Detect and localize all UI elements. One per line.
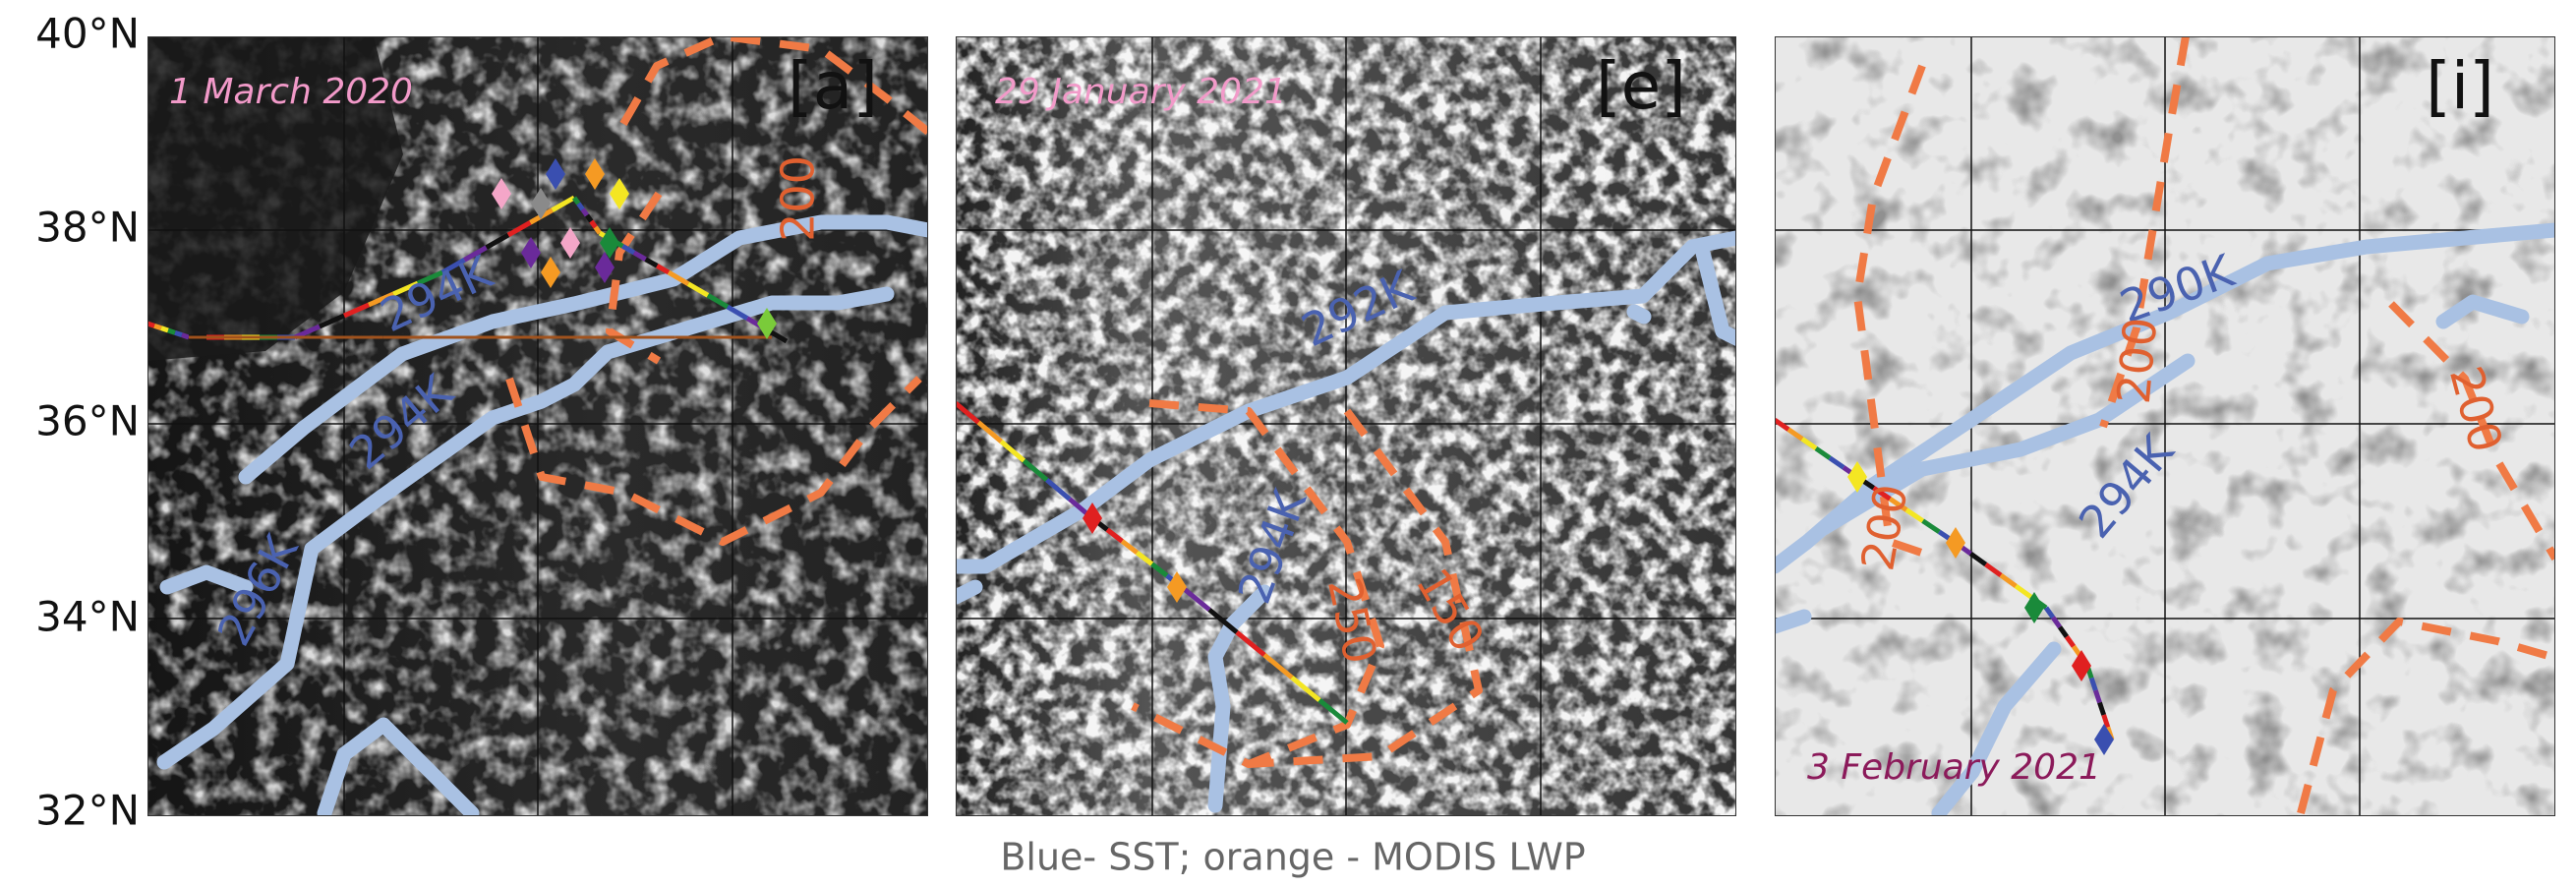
lat-label: 40°N xyxy=(35,10,140,58)
trajectory-segment xyxy=(175,332,182,334)
trajectory-segment xyxy=(168,330,175,332)
sst-contour xyxy=(1775,617,1804,626)
trajectory-segment xyxy=(583,209,587,215)
lat-label: 36°N xyxy=(35,397,140,445)
panel-date: 29 January 2021 xyxy=(995,72,1287,112)
panel-date: 3 February 2021 xyxy=(1807,747,2101,788)
trajectory-segment xyxy=(182,335,189,337)
trajectory-segment xyxy=(154,325,161,327)
trajectory-segment xyxy=(578,204,582,209)
panel-label: [a] xyxy=(788,48,878,124)
trajectory-segment xyxy=(596,227,600,233)
trajectory-segment xyxy=(587,215,591,221)
caption: Blue- SST; orange - MODIS LWP xyxy=(1000,836,1585,879)
figure: 40°N38°N36°N34°N32°N 200294K294K296K[a]1… xyxy=(0,0,2576,883)
sst-contour xyxy=(956,587,975,597)
trajectory-segment xyxy=(147,324,154,325)
trajectory-segment xyxy=(591,221,595,227)
lat-label: 34°N xyxy=(35,593,140,641)
panel-label: [e] xyxy=(1596,48,1686,124)
contour-label: 200 xyxy=(772,155,825,242)
lat-label: 38°N xyxy=(35,204,140,252)
contour-label: 200 xyxy=(2107,316,2167,406)
sst-contour xyxy=(1634,312,1644,317)
trajectory-segment xyxy=(161,328,168,330)
panel-date: 1 March 2020 xyxy=(169,72,413,112)
map-panel: 292K294K250150[e]29 January 2021 xyxy=(956,36,1742,816)
panel-label: [i] xyxy=(2426,48,2494,124)
lat-label: 32°N xyxy=(35,787,140,835)
latitude-labels: 40°N 38°N 36°N 34°N 32°N xyxy=(35,10,140,835)
trajectory-segment xyxy=(574,198,578,204)
